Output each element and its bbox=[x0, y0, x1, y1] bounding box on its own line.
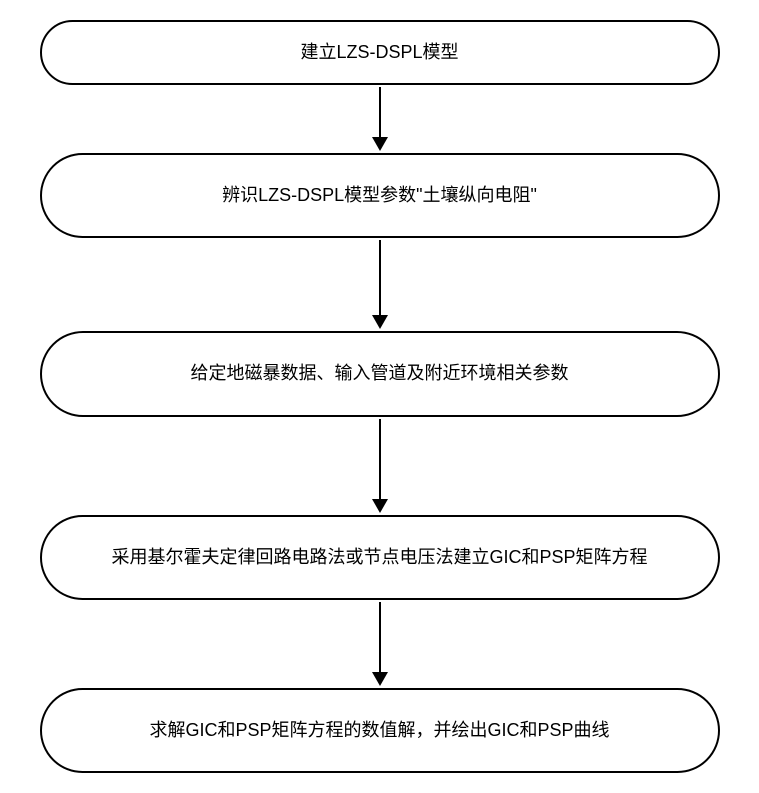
flow-node-2: 辨识LZS-DSPL模型参数"土壤纵向电阻" bbox=[40, 153, 720, 238]
flowchart-container: 建立LZS-DSPL模型 辨识LZS-DSPL模型参数"土壤纵向电阻" 给定地磁… bbox=[0, 0, 759, 793]
flow-arrow-2 bbox=[372, 240, 388, 329]
arrow-line bbox=[379, 240, 381, 315]
arrow-head-icon bbox=[372, 499, 388, 513]
flow-node-4: 采用基尔霍夫定律回路电路法或节点电压法建立GIC和PSP矩阵方程 bbox=[40, 515, 720, 600]
flow-node-5-label: 求解GIC和PSP矩阵方程的数值解，并绘出GIC和PSP曲线 bbox=[149, 718, 609, 743]
flow-node-3: 给定地磁暴数据、输入管道及附近环境相关参数 bbox=[40, 331, 720, 416]
flow-node-2-label: 辨识LZS-DSPL模型参数"土壤纵向电阻" bbox=[222, 183, 537, 208]
arrow-line bbox=[379, 419, 381, 499]
arrow-head-icon bbox=[372, 315, 388, 329]
flow-node-4-label: 采用基尔霍夫定律回路电路法或节点电压法建立GIC和PSP矩阵方程 bbox=[111, 545, 647, 570]
arrow-head-icon bbox=[372, 672, 388, 686]
flow-node-1: 建立LZS-DSPL模型 bbox=[40, 20, 720, 85]
arrow-line bbox=[379, 602, 381, 672]
flow-arrow-4 bbox=[372, 602, 388, 686]
arrow-head-icon bbox=[372, 137, 388, 151]
flow-node-5: 求解GIC和PSP矩阵方程的数值解，并绘出GIC和PSP曲线 bbox=[40, 688, 720, 773]
flow-node-1-label: 建立LZS-DSPL模型 bbox=[300, 40, 458, 65]
arrow-line bbox=[379, 87, 381, 137]
flow-arrow-1 bbox=[372, 87, 388, 151]
flow-arrow-3 bbox=[372, 419, 388, 513]
flow-node-3-label: 给定地磁暴数据、输入管道及附近环境相关参数 bbox=[191, 361, 569, 386]
